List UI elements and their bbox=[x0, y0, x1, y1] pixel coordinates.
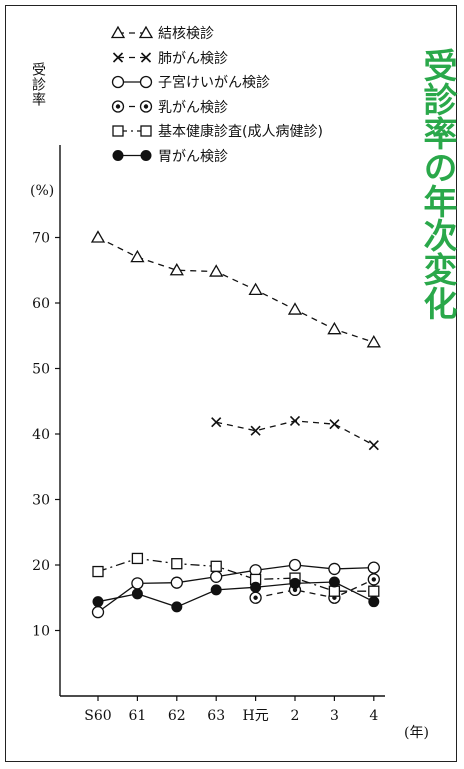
y-tick-label: 10 bbox=[32, 624, 50, 640]
data-point bbox=[289, 415, 301, 426]
data-point bbox=[211, 417, 222, 428]
y-tick-label: 40 bbox=[32, 427, 50, 443]
y-tick-label: 50 bbox=[32, 362, 50, 378]
data-point bbox=[210, 584, 222, 596]
legend-marker bbox=[140, 150, 152, 161]
data-point bbox=[131, 552, 144, 565]
legend-marker bbox=[140, 52, 152, 63]
series-line bbox=[255, 578, 375, 599]
figure-frame bbox=[5, 5, 457, 762]
legend-label: 胃がん検診 bbox=[158, 148, 228, 165]
x-tick-label: H元 bbox=[242, 708, 268, 724]
figure-title: 受診率の年次変化 bbox=[417, 48, 457, 320]
data-point bbox=[171, 558, 183, 570]
data-point bbox=[328, 562, 341, 576]
data-point bbox=[210, 570, 223, 583]
legend-marker bbox=[112, 125, 124, 137]
x-tick-label: 61 bbox=[128, 708, 146, 724]
series-line bbox=[216, 420, 375, 446]
legend-marker bbox=[111, 100, 125, 113]
x-tick-label: 2 bbox=[291, 708, 300, 724]
legend-label: 基本健康診査(成人病健診) bbox=[158, 124, 323, 140]
data-point bbox=[91, 606, 105, 619]
data-point bbox=[92, 596, 104, 608]
x-tick-label: S60 bbox=[84, 708, 111, 724]
legend-marker bbox=[139, 75, 153, 89]
series-line bbox=[97, 236, 375, 343]
series-line bbox=[97, 557, 374, 592]
x-tick-label: 4 bbox=[369, 708, 378, 724]
y-tick-label: 60 bbox=[32, 296, 50, 312]
data-point bbox=[209, 264, 224, 277]
y-tick-label: 30 bbox=[32, 493, 50, 509]
data-point bbox=[367, 561, 380, 574]
data-point bbox=[328, 585, 341, 597]
data-point bbox=[328, 576, 340, 588]
legend-marker bbox=[139, 100, 153, 113]
data-point bbox=[368, 596, 380, 608]
data-point bbox=[287, 302, 303, 315]
y-tick-label: 20 bbox=[32, 558, 50, 574]
y-axis-unit: (%) bbox=[30, 183, 55, 199]
x-tick-label: 3 bbox=[330, 708, 339, 724]
y-tick-label: 70 bbox=[32, 231, 50, 247]
legend-marker bbox=[112, 150, 124, 161]
data-point bbox=[248, 282, 263, 296]
data-point bbox=[327, 321, 342, 335]
data-point bbox=[92, 565, 104, 578]
x-tick-label: 63 bbox=[207, 708, 225, 724]
data-point bbox=[288, 558, 302, 572]
x-axis-unit: (年) bbox=[404, 725, 429, 741]
data-point bbox=[169, 262, 184, 276]
data-point bbox=[250, 581, 262, 593]
data-point bbox=[368, 440, 379, 451]
data-point bbox=[171, 601, 183, 613]
data-point bbox=[250, 425, 261, 436]
legend-label: 子宮けいがん検診 bbox=[158, 75, 270, 91]
data-point bbox=[170, 576, 183, 589]
data-point bbox=[90, 230, 106, 243]
data-point bbox=[367, 573, 380, 586]
legend-label: 乳がん検診 bbox=[158, 99, 228, 116]
data-point bbox=[366, 334, 381, 348]
data-point bbox=[289, 577, 301, 589]
legend-marker bbox=[111, 75, 125, 89]
data-point bbox=[249, 591, 262, 604]
legend-label: 肺がん検診 bbox=[158, 50, 228, 67]
legend-marker bbox=[138, 25, 154, 39]
legend-marker bbox=[110, 25, 126, 39]
data-point bbox=[210, 560, 222, 572]
data-point bbox=[329, 419, 340, 430]
data-point bbox=[368, 585, 380, 597]
legend-label: 結核検診 bbox=[158, 26, 214, 42]
y-axis-label: 受診率 bbox=[30, 62, 46, 107]
legend-marker bbox=[112, 52, 124, 63]
data-point bbox=[131, 577, 144, 590]
legend-marker bbox=[140, 125, 152, 137]
series-line bbox=[97, 581, 375, 608]
data-point bbox=[131, 588, 143, 600]
data-point bbox=[130, 249, 145, 263]
x-tick-label: 62 bbox=[168, 708, 186, 724]
